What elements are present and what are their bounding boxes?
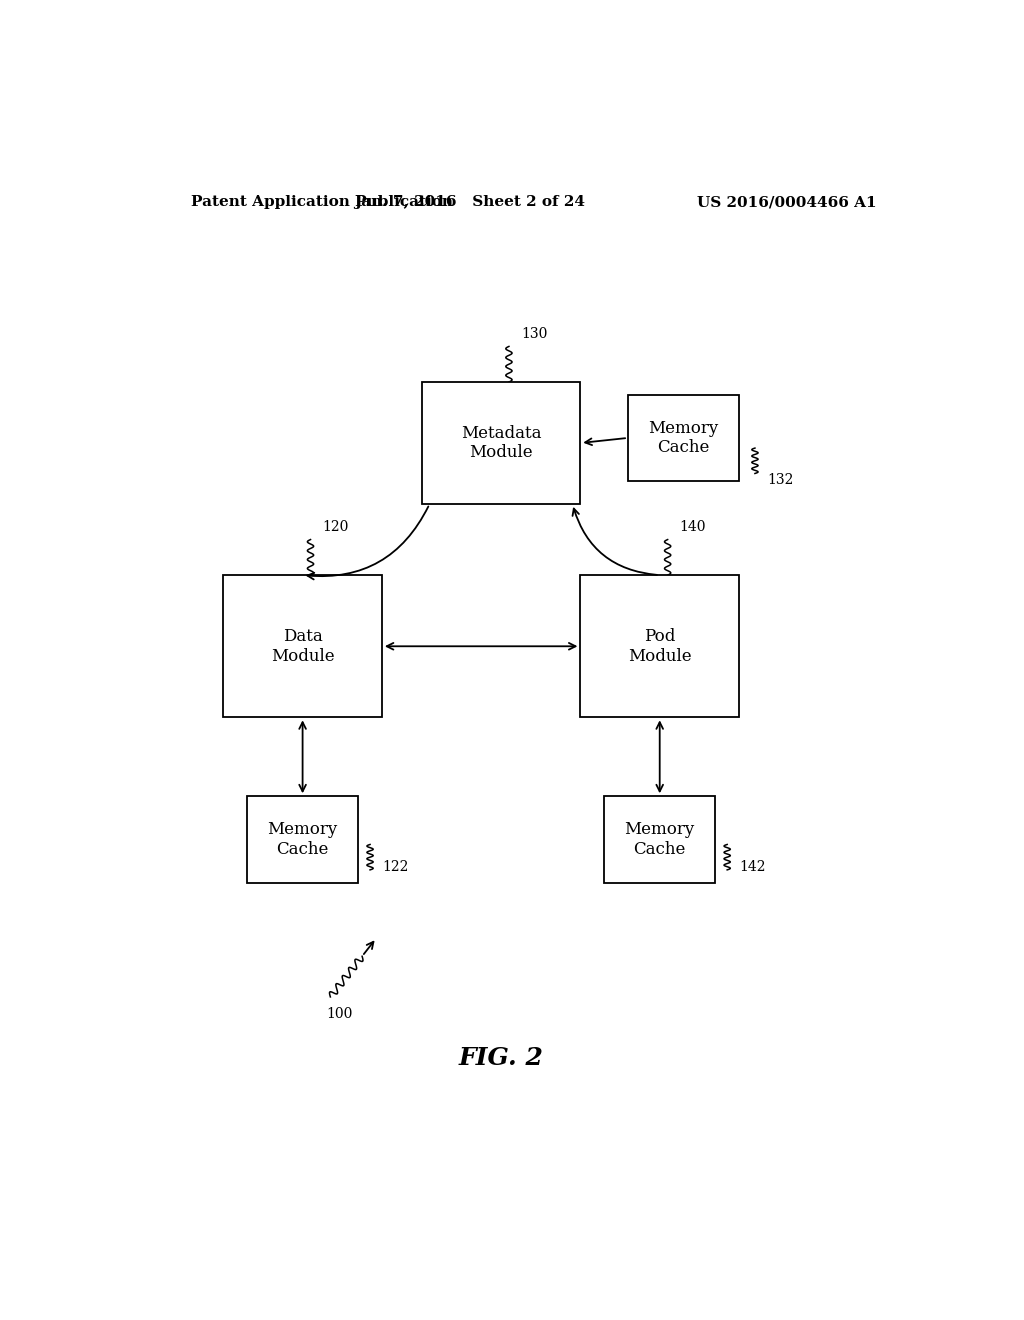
Text: 120: 120	[323, 520, 349, 535]
Text: Jan. 7, 2016   Sheet 2 of 24: Jan. 7, 2016 Sheet 2 of 24	[353, 195, 585, 209]
Text: Memory
Cache: Memory Cache	[625, 821, 695, 858]
Bar	[628, 395, 739, 480]
Text: 132: 132	[767, 474, 794, 487]
Text: Metadata
Module: Metadata Module	[461, 425, 542, 461]
Bar	[247, 796, 358, 883]
Text: 142: 142	[739, 859, 766, 874]
Text: Memory
Cache: Memory Cache	[648, 420, 719, 457]
Bar	[604, 796, 716, 883]
Bar	[581, 576, 739, 718]
Bar	[223, 576, 382, 718]
Text: FIG. 2: FIG. 2	[459, 1045, 544, 1071]
Text: 122: 122	[382, 859, 409, 874]
Text: Pod
Module: Pod Module	[628, 628, 691, 664]
Text: US 2016/0004466 A1: US 2016/0004466 A1	[697, 195, 877, 209]
Text: Memory
Cache: Memory Cache	[267, 821, 338, 858]
Text: 140: 140	[680, 520, 707, 535]
Text: 130: 130	[521, 327, 547, 342]
Bar	[422, 381, 581, 504]
Text: Patent Application Publication: Patent Application Publication	[191, 195, 454, 209]
Text: 100: 100	[327, 1007, 353, 1022]
Text: Data
Module: Data Module	[270, 628, 335, 664]
